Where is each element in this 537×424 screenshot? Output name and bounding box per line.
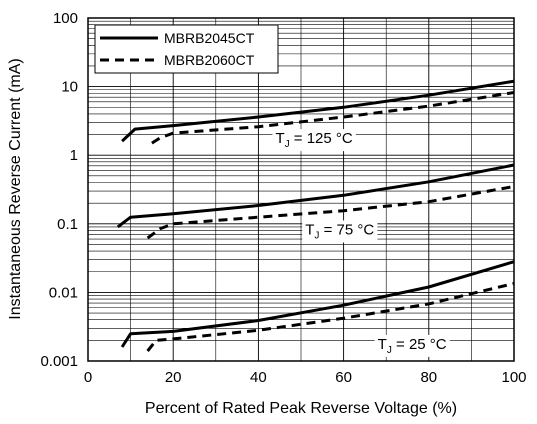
y-tick-label: 0.01 [49,284,78,301]
legend-label-mbrb2060ct: MBRB2060CT [164,52,255,68]
y-tick-label: 0.001 [40,353,78,370]
y-tick-label: 100 [53,10,78,27]
annotation-label: TJ = 125 °C [275,130,352,150]
plot-frame [87,17,515,362]
series-line-mbrb2060ct [146,185,515,240]
x-axis-tick-labels: 0 20 40 60 80 100 [84,369,527,386]
series-line-mbrb2060ct [146,282,515,352]
legend-box [94,24,279,74]
y-tick-label: 10 [61,79,78,96]
legend: MBRB2045CT MBRB2060CT [94,24,279,74]
tj-annotation: TJ = 25 °C [374,334,450,357]
annotation-background [302,220,378,243]
annotation-label: TJ = 25 °C [378,336,447,356]
series-line-mbrb2045ct [120,260,515,348]
y-axis-tick-labels: 0.001 0.01 0.1 1 10 100 [40,10,78,370]
x-tick-label: 40 [250,369,267,386]
annotations: TJ = 125 °C TJ = 75 °C TJ = 25 °C [272,129,450,357]
series-lines [116,79,515,352]
x-tick-label: 60 [335,369,352,386]
series-line-mbrb2045ct [116,163,515,229]
x-axis-title: Percent of Rated Peak Reverse Voltage (%… [145,400,457,417]
legend-label-mbrb2045ct: MBRB2045CT [164,30,255,46]
tj-annotation: TJ = 125 °C [272,129,356,152]
x-tick-label: 80 [420,369,437,386]
y-tick-label: 0.1 [57,216,78,233]
y-tick-label: 1 [70,147,78,164]
series-line-mbrb2045ct [121,79,515,143]
y-axis-title: Instantaneous Reverse Current (mA) [7,58,24,319]
annotation-background [272,129,356,152]
x-tick-label: 20 [165,369,182,386]
series-line-mbrb2060ct [151,91,515,145]
annotation-label: TJ = 75 °C [305,221,374,241]
annotation-background [374,334,450,357]
x-tick-label: 100 [501,369,526,386]
x-tick-label: 0 [84,369,92,386]
tj-annotation: TJ = 75 °C [302,220,378,243]
